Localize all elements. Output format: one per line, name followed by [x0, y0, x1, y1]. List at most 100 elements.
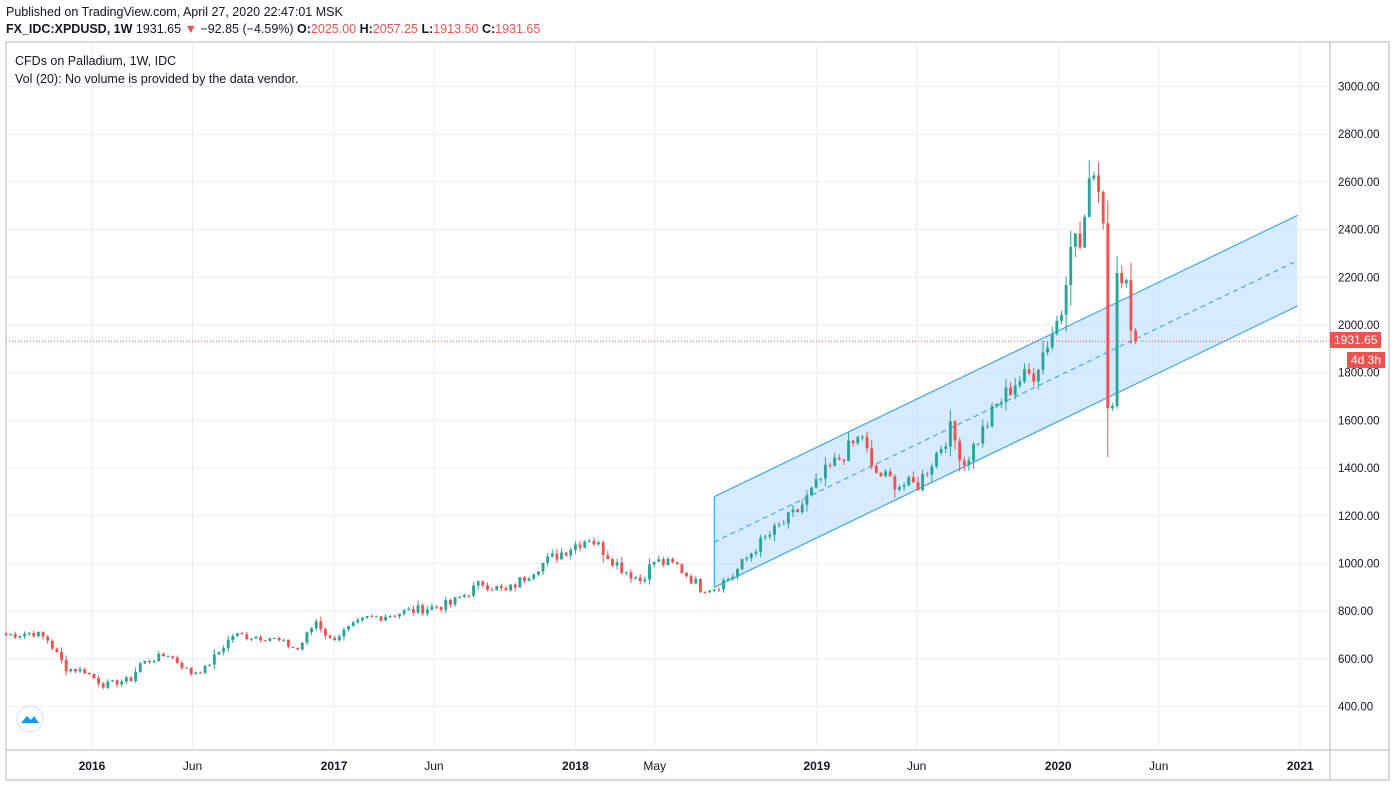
- candle-body[interactable]: [972, 444, 975, 461]
- candle-body[interactable]: [4, 633, 8, 636]
- candle-body[interactable]: [254, 636, 258, 639]
- candle-body[interactable]: [356, 619, 360, 623]
- candle-body[interactable]: [286, 639, 290, 647]
- candle-body[interactable]: [921, 474, 925, 491]
- candle-body[interactable]: [217, 651, 221, 655]
- candle-body[interactable]: [911, 477, 915, 483]
- candle-body[interactable]: [634, 577, 638, 579]
- candle-body[interactable]: [319, 621, 323, 630]
- candle-body[interactable]: [916, 482, 920, 491]
- candle-body[interactable]: [925, 474, 929, 476]
- candle-body[interactable]: [361, 617, 364, 620]
- candle-body[interactable]: [1050, 333, 1054, 348]
- candle-body[interactable]: [402, 610, 406, 614]
- candle-body[interactable]: [245, 634, 249, 639]
- candle-body[interactable]: [194, 672, 198, 675]
- candle-body[interactable]: [587, 540, 591, 542]
- candle-body[interactable]: [180, 662, 184, 668]
- candle-body[interactable]: [1023, 369, 1026, 382]
- candle-body[interactable]: [1060, 314, 1063, 321]
- candle-body[interactable]: [624, 572, 628, 574]
- candle-body[interactable]: [657, 559, 661, 562]
- candle-body[interactable]: [106, 681, 110, 688]
- candle-body[interactable]: [722, 580, 725, 590]
- candle-body[interactable]: [1009, 387, 1013, 395]
- candle-body[interactable]: [1055, 320, 1059, 334]
- candle-body[interactable]: [999, 402, 1003, 405]
- candle-body[interactable]: [1004, 387, 1008, 403]
- candle-body[interactable]: [888, 471, 892, 477]
- candle-body[interactable]: [1032, 373, 1036, 382]
- candle-body[interactable]: [458, 597, 462, 599]
- candle-body[interactable]: [439, 607, 443, 610]
- candle-body[interactable]: [453, 597, 457, 605]
- candle-body[interactable]: [671, 558, 675, 563]
- candle-body[interactable]: [550, 553, 554, 557]
- candle-body[interactable]: [944, 446, 948, 449]
- candle-body[interactable]: [78, 669, 82, 672]
- candle-body[interactable]: [666, 558, 670, 565]
- candle-body[interactable]: [259, 636, 263, 641]
- candle-body[interactable]: [398, 613, 401, 617]
- candle-body[interactable]: [773, 525, 776, 535]
- channel-upper-line[interactable]: [714, 214, 1298, 498]
- candle-body[interactable]: [708, 590, 712, 592]
- candle-body[interactable]: [23, 633, 26, 637]
- candle-body[interactable]: [1120, 273, 1124, 284]
- candle-body[interactable]: [601, 542, 605, 556]
- candle-body[interactable]: [518, 577, 522, 588]
- candle-body[interactable]: [532, 574, 536, 579]
- candle-body[interactable]: [129, 677, 133, 682]
- candle-body[interactable]: [573, 544, 577, 550]
- candle-body[interactable]: [444, 600, 448, 610]
- candle-body[interactable]: [1018, 381, 1022, 386]
- candle-body[interactable]: [828, 464, 832, 466]
- candle-body[interactable]: [46, 636, 50, 641]
- candle-body[interactable]: [884, 471, 888, 477]
- channel-lower-line[interactable]: [714, 305, 1298, 588]
- candle-body[interactable]: [995, 404, 999, 407]
- candle-body[interactable]: [1106, 223, 1110, 409]
- candle-body[interactable]: [13, 634, 17, 638]
- candle-body[interactable]: [305, 632, 309, 643]
- candle-body[interactable]: [157, 653, 161, 662]
- candle-body[interactable]: [736, 569, 739, 577]
- candle-body[interactable]: [985, 426, 989, 428]
- candle-body[interactable]: [300, 642, 304, 650]
- candle-body[interactable]: [393, 615, 397, 617]
- candle-body[interactable]: [448, 600, 452, 605]
- candle-body[interactable]: [379, 616, 383, 621]
- symbol-label[interactable]: FX_IDC:XPDUSD, 1W: [6, 22, 133, 36]
- candle-body[interactable]: [703, 591, 707, 593]
- candle-body[interactable]: [1013, 385, 1017, 395]
- candle-body[interactable]: [504, 588, 508, 591]
- candle-body[interactable]: [152, 661, 156, 663]
- candle-body[interactable]: [680, 564, 684, 573]
- candle-body[interactable]: [1134, 330, 1138, 342]
- candle-body[interactable]: [523, 577, 526, 581]
- candle-body[interactable]: [583, 541, 587, 548]
- candle-body[interactable]: [291, 646, 295, 648]
- candle-body[interactable]: [731, 576, 735, 580]
- candle-body[interactable]: [874, 465, 878, 473]
- candle-body[interactable]: [124, 677, 128, 682]
- candle-body[interactable]: [486, 585, 489, 590]
- candle-body[interactable]: [476, 581, 480, 586]
- candle-body[interactable]: [83, 669, 87, 674]
- candle-body[interactable]: [203, 665, 207, 673]
- candle-body[interactable]: [754, 551, 758, 554]
- candle-body[interactable]: [930, 466, 934, 475]
- candle-body[interactable]: [1027, 369, 1031, 374]
- candle-body[interactable]: [64, 660, 68, 672]
- candle-body[interactable]: [1115, 273, 1119, 407]
- candle-body[interactable]: [249, 638, 253, 640]
- candle-body[interactable]: [902, 485, 906, 487]
- candle-body[interactable]: [990, 406, 994, 427]
- candle-body[interactable]: [328, 635, 332, 638]
- candle-body[interactable]: [490, 589, 494, 591]
- candle-body[interactable]: [50, 640, 54, 649]
- candle-body[interactable]: [611, 559, 614, 566]
- candle-body[interactable]: [948, 421, 952, 447]
- candle-body[interactable]: [384, 616, 388, 621]
